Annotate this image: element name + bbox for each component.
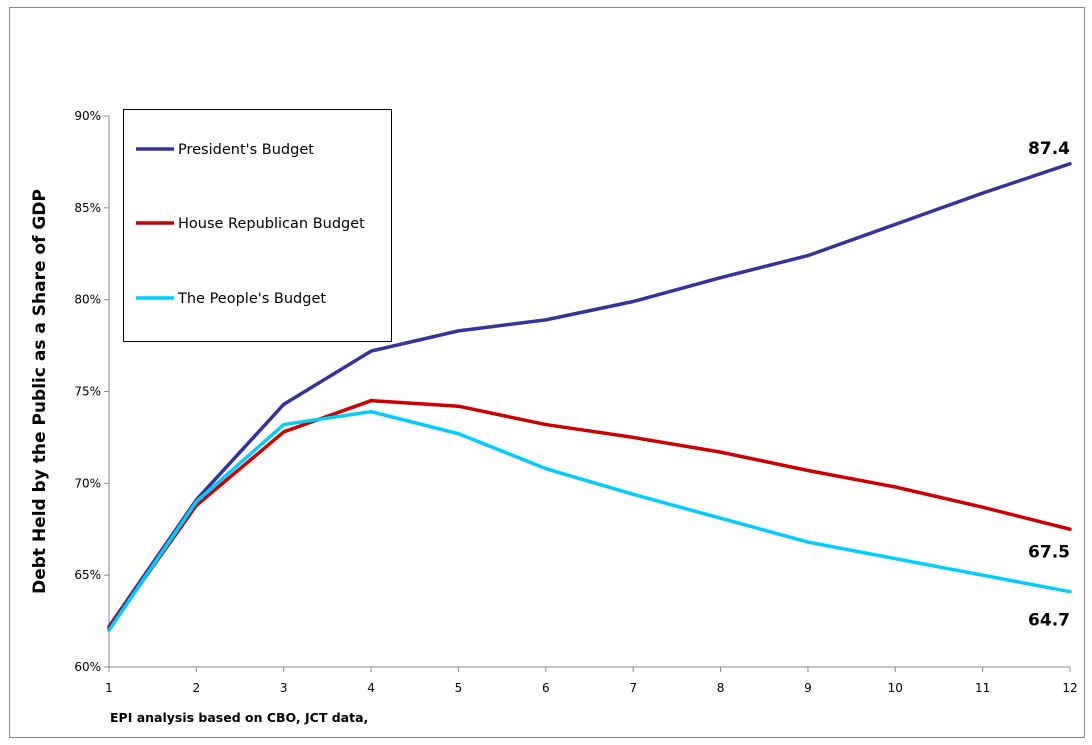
end-labels: 87.4 67.5 64.7 [1028, 139, 1070, 631]
legend-label-0: President's Budget [178, 142, 314, 158]
y-ticks: 60% 65% 70% 75% 80% 85% 90% [74, 109, 109, 674]
x-tick-label: 11 [975, 681, 990, 695]
legend-label-2: The People's Budget [177, 291, 326, 307]
series-end-label: 87.4 [1028, 139, 1070, 159]
y-tick-label: 70% [74, 476, 101, 490]
series-line-0 [107, 162, 1072, 629]
x-tick-label: 10 [888, 681, 903, 695]
x-tick-label: 5 [455, 681, 463, 695]
series-lines [107, 162, 1072, 633]
x-tick-label: 9 [804, 681, 812, 695]
legend-label-1: House Republican Budget [178, 216, 365, 232]
x-tick-label: 4 [367, 681, 375, 695]
series-end-label: 67.5 [1028, 542, 1070, 562]
x-tick-label: 2 [193, 681, 201, 695]
y-tick-label: 60% [74, 660, 101, 674]
series-end-label: 64.7 [1028, 611, 1070, 631]
chart-frame [9, 7, 1085, 738]
x-tick-label: 12 [1062, 681, 1077, 695]
series-line-2 [107, 409, 1072, 633]
y-tick-label: 80% [74, 293, 101, 307]
y-tick-label: 65% [74, 568, 101, 582]
x-tick-label: 8 [717, 681, 725, 695]
x-ticks: 1 2 3 4 5 6 7 8 9 10 11 12 [105, 667, 1078, 695]
series-line-1 [107, 398, 1072, 631]
y-tick-label: 75% [74, 385, 101, 399]
x-tick-label: 7 [629, 681, 637, 695]
x-tick-label: 6 [542, 681, 550, 695]
y-axis-label: Debt Held by the Public as a Share of GD… [30, 189, 50, 594]
legend: President's Budget House Republican Budge… [123, 109, 392, 342]
y-tick-label: 85% [74, 201, 101, 215]
y-tick-label: 90% [74, 109, 101, 123]
x-tick-label: 1 [105, 681, 113, 695]
x-axis-label: EPI analysis based on CBO, JCT data, [110, 710, 368, 725]
x-tick-label: 3 [280, 681, 288, 695]
